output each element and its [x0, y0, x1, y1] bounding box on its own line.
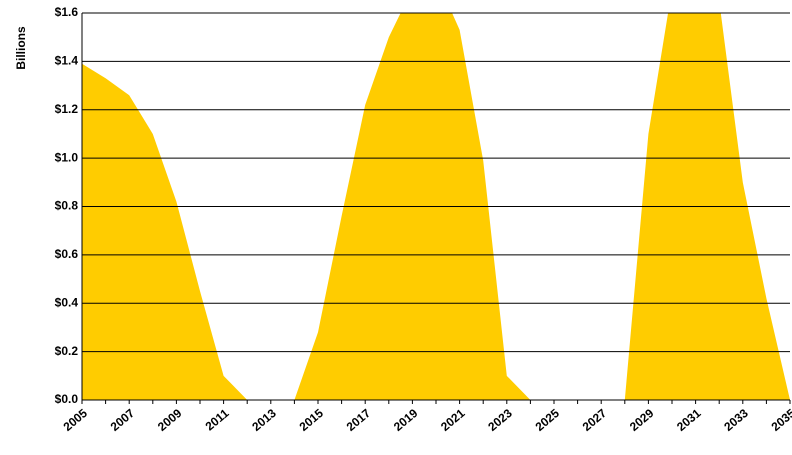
area	[82, 13, 790, 400]
x-tick-label: 2029	[627, 406, 657, 434]
y-tick-label: $0.8	[55, 199, 79, 213]
x-tick-label: 2005	[61, 406, 91, 434]
x-tick-label: 2007	[108, 406, 138, 434]
x-tick-label: 2011	[203, 406, 232, 434]
x-tick-label: 2023	[485, 406, 515, 434]
x-tick-label: 2035	[769, 406, 792, 434]
y-tick-label: $0.6	[55, 247, 79, 261]
x-tick-label: 2031	[674, 406, 704, 434]
y-tick-label: $1.4	[55, 54, 79, 68]
x-tick-label: 2025	[533, 406, 563, 434]
y-tick-label: $0.0	[55, 392, 79, 406]
x-tick-label: 2013	[249, 406, 279, 434]
y-tick-label: $1.6	[55, 5, 79, 19]
x-tick-label: 2021	[438, 406, 468, 434]
x-tick-label: 2017	[344, 406, 374, 434]
x-tick-label: 2033	[721, 406, 751, 434]
y-tick-label: $0.2	[55, 344, 79, 358]
x-tick-label: 2027	[580, 406, 610, 434]
y-tick-label: $1.2	[55, 102, 79, 116]
y-axis-label: Billions	[14, 26, 28, 70]
x-tick-label: 2019	[391, 406, 421, 434]
y-tick-label: $0.4	[55, 295, 79, 309]
y-tick-label: $1.0	[55, 150, 79, 164]
x-tick-label: 2015	[297, 406, 327, 434]
x-tick-label: 2009	[155, 406, 185, 434]
